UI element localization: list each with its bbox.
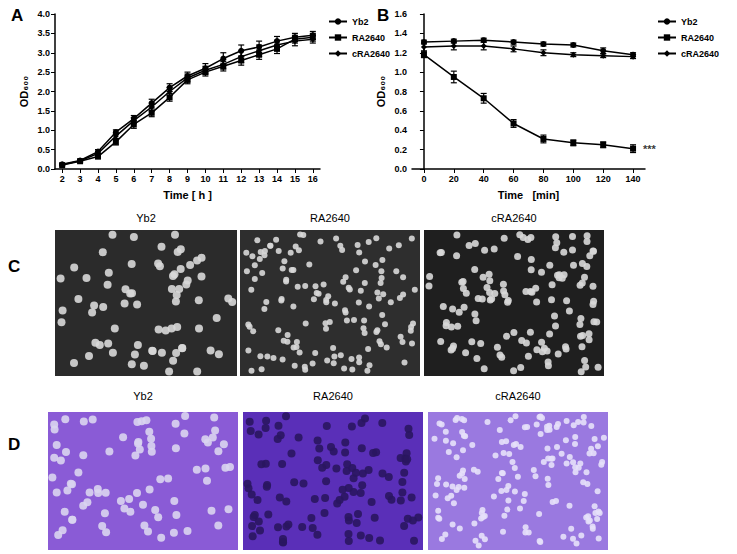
svg-text:0.2: 0.2 [394, 145, 407, 155]
svg-text:0.8: 0.8 [394, 87, 407, 97]
svg-text:4: 4 [95, 174, 100, 184]
svg-text:OD₆₀₀: OD₆₀₀ [18, 76, 30, 107]
svg-text:80: 80 [538, 174, 548, 184]
svg-text:Yb2: Yb2 [681, 17, 698, 27]
svg-text:11: 11 [219, 174, 229, 184]
svg-text:40: 40 [479, 174, 489, 184]
svg-text:2.5: 2.5 [37, 67, 50, 77]
svg-text:4.0: 4.0 [37, 9, 50, 19]
svg-text:9: 9 [185, 174, 190, 184]
svg-text:60: 60 [509, 174, 519, 184]
svg-text:Yb2: Yb2 [136, 212, 156, 224]
svg-text:16: 16 [308, 174, 318, 184]
svg-text:6: 6 [131, 174, 136, 184]
svg-text:2.0: 2.0 [37, 87, 50, 97]
svg-text:8: 8 [167, 174, 172, 184]
svg-text:13: 13 [254, 174, 264, 184]
svg-text:3.5: 3.5 [37, 28, 50, 38]
svg-text:0.0: 0.0 [37, 164, 50, 174]
svg-text:0: 0 [421, 174, 426, 184]
svg-text:1.0: 1.0 [37, 125, 50, 135]
svg-text:Time [min]: Time [min] [498, 189, 560, 201]
svg-text:D: D [8, 435, 20, 454]
svg-text:cRA2640: cRA2640 [352, 49, 390, 59]
svg-text:Time [ h ]: Time [ h ] [163, 189, 212, 201]
svg-text:3.0: 3.0 [37, 48, 50, 58]
svg-text:Yb2: Yb2 [133, 390, 153, 402]
svg-text:20: 20 [449, 174, 459, 184]
svg-text:cRA2640: cRA2640 [495, 390, 540, 402]
svg-text:3: 3 [78, 174, 83, 184]
svg-text:1.0: 1.0 [394, 67, 407, 77]
svg-text:cRA2640: cRA2640 [491, 212, 536, 224]
svg-text:C: C [8, 257, 20, 276]
svg-text:1.4: 1.4 [394, 28, 407, 38]
svg-text:cRA2640: cRA2640 [681, 49, 719, 59]
svg-text:0.4: 0.4 [394, 125, 407, 135]
svg-text:Yb2: Yb2 [352, 17, 369, 27]
svg-text:10: 10 [200, 174, 210, 184]
svg-text:5: 5 [113, 174, 118, 184]
svg-text:1.2: 1.2 [394, 48, 407, 58]
svg-text:12: 12 [236, 174, 246, 184]
svg-text:2: 2 [60, 174, 65, 184]
svg-text:0.6: 0.6 [394, 106, 407, 116]
svg-text:RA2640: RA2640 [352, 33, 385, 43]
svg-text:OD₆₀₀: OD₆₀₀ [375, 76, 387, 107]
svg-text:15: 15 [290, 174, 300, 184]
svg-text:14: 14 [272, 174, 282, 184]
svg-text:7: 7 [149, 174, 154, 184]
svg-text:B: B [377, 6, 389, 25]
svg-text:***: *** [643, 143, 657, 155]
svg-text:RA2640: RA2640 [681, 33, 714, 43]
svg-text:140: 140 [626, 174, 641, 184]
svg-text:1.5: 1.5 [37, 106, 50, 116]
svg-text:0.0: 0.0 [394, 164, 407, 174]
svg-text:0.5: 0.5 [37, 145, 50, 155]
svg-text:RA2640: RA2640 [310, 212, 350, 224]
svg-text:120: 120 [596, 174, 611, 184]
svg-text:A: A [11, 6, 23, 25]
svg-text:1.6: 1.6 [394, 9, 407, 19]
svg-text:100: 100 [566, 174, 581, 184]
svg-text:RA2640: RA2640 [313, 390, 353, 402]
